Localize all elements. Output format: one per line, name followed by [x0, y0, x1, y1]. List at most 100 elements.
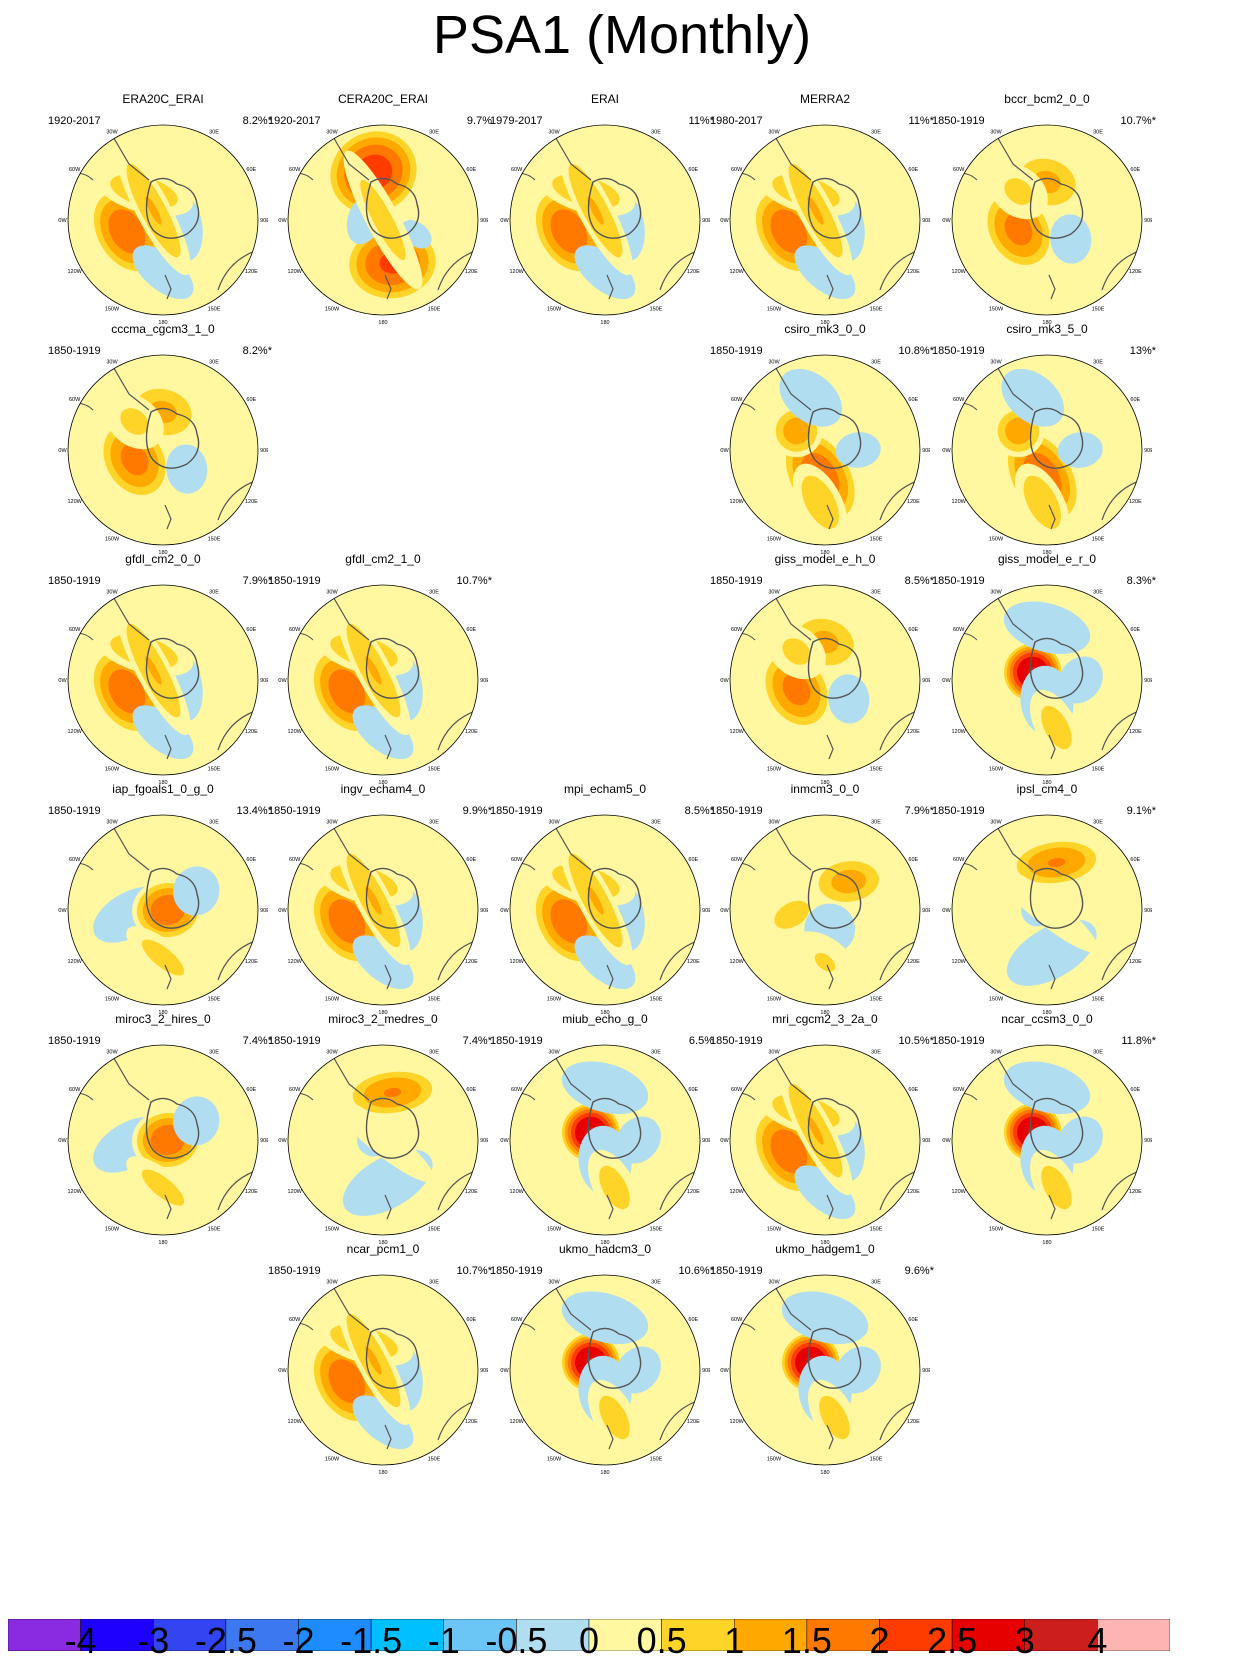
- longitude-label: 150W: [767, 536, 782, 542]
- longitude-label: 120W: [287, 959, 302, 965]
- longitude-label: 0: [161, 1040, 164, 1042]
- longitude-label: 90E: [702, 908, 710, 914]
- longitude-label: 150W: [767, 1456, 782, 1462]
- contour-fill: [561, 1291, 649, 1345]
- longitude-label: 120W: [951, 729, 966, 735]
- contour-fill: [166, 444, 208, 494]
- map-panel: ukmo_hadgem1_0 1850-1919 9.6%* 0 30E 60E 90E 12…: [710, 1242, 940, 1475]
- longitude-label: 120E: [245, 269, 258, 275]
- longitude-label: 60W: [511, 1087, 523, 1093]
- longitude-label: 150E: [870, 1456, 883, 1462]
- contour-fill: [352, 1395, 414, 1450]
- antarctica-coastline: [807, 637, 862, 699]
- contour-fill: [807, 1116, 824, 1145]
- panel-years: 1850-1919: [932, 115, 985, 127]
- new-zealand-coastline: [1048, 964, 1056, 990]
- longitude-label: 60E: [1130, 1087, 1140, 1093]
- longitude-label: 90E: [260, 908, 268, 914]
- panel-title: ncar_pcm1_0: [346, 1242, 420, 1256]
- map-panel: CERA20C_ERAI 1920-2017 9.7% 0 30E 60E 90E 120E 1…: [268, 92, 498, 325]
- contour-fill: [383, 1087, 402, 1098]
- contour-fill: [779, 368, 843, 427]
- colorbar-tick-label: -4: [64, 1620, 97, 1661]
- panel-title: iap_fgoals1_0_g_0: [112, 782, 214, 796]
- colorbar-swatch: [951, 1619, 1025, 1651]
- antarctica-coastline: [1029, 637, 1084, 699]
- longitude-label: 120W: [287, 729, 302, 735]
- longitude-label: 60W: [731, 397, 743, 403]
- longitude-label: 0: [381, 1270, 384, 1272]
- longitude-label: 180: [378, 320, 387, 325]
- longitude-label: 30E: [209, 1050, 219, 1056]
- colorbar-tick-label: -0.5: [485, 1620, 548, 1661]
- panel-years: 1850-1919: [932, 575, 985, 587]
- new-zealand-coastline: [606, 1424, 614, 1450]
- new-zealand-coastline: [1048, 734, 1056, 760]
- antarctica-coastline: [365, 637, 420, 699]
- panel-years: 1850-1919: [268, 575, 321, 587]
- longitude-label: 120E: [907, 499, 920, 505]
- panel-title: miroc3_2_hires_0: [115, 1012, 211, 1026]
- longitude-label: 150E: [428, 1456, 441, 1462]
- longitude-label: 90E: [922, 1138, 930, 1144]
- panel-title: miroc3_2_medres_0: [328, 1012, 438, 1026]
- longitude-label: 150W: [989, 306, 1004, 312]
- longitude-label: 150W: [105, 996, 120, 1002]
- contour-fill: [365, 656, 382, 685]
- longitude-label: 30E: [871, 590, 881, 596]
- panel-title: mpi_echam5_0: [563, 782, 647, 796]
- polar-map: 0 30E 60E 90E 120E 150E 180 150W 120W 90W 60W 30W: [942, 810, 1152, 1015]
- longitude-label: 90W: [500, 1138, 509, 1144]
- contour-fill: [782, 638, 811, 665]
- longitude-label: 120W: [951, 959, 966, 965]
- colorbar-tick-label: -3: [137, 1620, 170, 1661]
- longitude-label: 0: [603, 1040, 606, 1042]
- contour-fill: [783, 417, 810, 445]
- colorbar-swatch: [661, 1619, 735, 1651]
- longitude-label: 120W: [509, 1189, 524, 1195]
- longitude-label: 120W: [67, 729, 82, 735]
- longitude-label: 0: [603, 1270, 606, 1272]
- panel-title: ingv_echam4_0: [340, 782, 426, 796]
- longitude-label: 120E: [1129, 499, 1142, 505]
- longitude-label: 150E: [1092, 996, 1105, 1002]
- longitude-label: 30E: [871, 1050, 881, 1056]
- colorbar-swatch: [734, 1619, 808, 1651]
- panel-years: 1850-1919: [48, 345, 101, 357]
- longitude-label: 30E: [1093, 820, 1103, 826]
- map-border: [67, 1044, 259, 1236]
- longitude-label: 0: [381, 580, 384, 582]
- map-panel: iap_fgoals1_0_g_0 1850-1919 13.4%* 0 30E 60E 9…: [48, 782, 278, 1015]
- map-panel: inmcm3_0_0 1850-1919 7.9%* 0 30E 60E 90E 120E 15…: [710, 782, 940, 1015]
- panel-title: mri_cgcm2_3_2a_0: [772, 1012, 878, 1026]
- colorbar-swatch: [298, 1619, 372, 1651]
- map-border: [67, 814, 259, 1006]
- contour-fill: [1057, 1116, 1103, 1164]
- longitude-label: 90W: [720, 448, 729, 454]
- colorbar-labels: -4 -3 -2.5 -2 -1.5 -1 -0.5 0 0.5 1 1.5 2 2.5 3 4: [0, 1620, 1244, 1661]
- longitude-label: 60E: [246, 627, 256, 633]
- map-border: [67, 354, 259, 546]
- longitude-label: 180: [1042, 780, 1051, 785]
- longitude-label: 180: [820, 320, 829, 325]
- colorbar-swatch: [588, 1619, 662, 1651]
- longitude-label: 0: [161, 810, 164, 812]
- colorbar: [8, 1619, 1170, 1651]
- contour-fill: [835, 1346, 881, 1394]
- panel-variance-pct: 8.3%*: [1126, 575, 1156, 587]
- longitude-label: 60W: [731, 1087, 743, 1093]
- contour-fill: [828, 674, 870, 724]
- longitude-label: 0: [1045, 120, 1048, 122]
- polar-map: 0 30E 60E 90E 120E 150E 180 150W 120W 90W 60W 30W: [278, 1040, 488, 1245]
- map-panel: mpi_echam5_0 1850-1919 8.5%* 0 30E 60E 90E 120E…: [490, 782, 720, 1015]
- longitude-label: 60E: [1130, 857, 1140, 863]
- longitude-label: 120W: [509, 1419, 524, 1425]
- longitude-label: 150E: [650, 1456, 663, 1462]
- longitude-label: 90W: [278, 1138, 287, 1144]
- map-panel: gfdl_cm2_1_0 1850-1919 10.7%* 0 30E 60E 90E 120…: [268, 552, 498, 785]
- longitude-label: 90W: [720, 678, 729, 684]
- longitude-label: 90E: [1144, 218, 1152, 224]
- panel-variance-pct: 7.4%*: [462, 1035, 492, 1047]
- panel-years: 1850-1919: [932, 345, 985, 357]
- panel-title: cccma_cgcm3_1_0: [111, 322, 215, 336]
